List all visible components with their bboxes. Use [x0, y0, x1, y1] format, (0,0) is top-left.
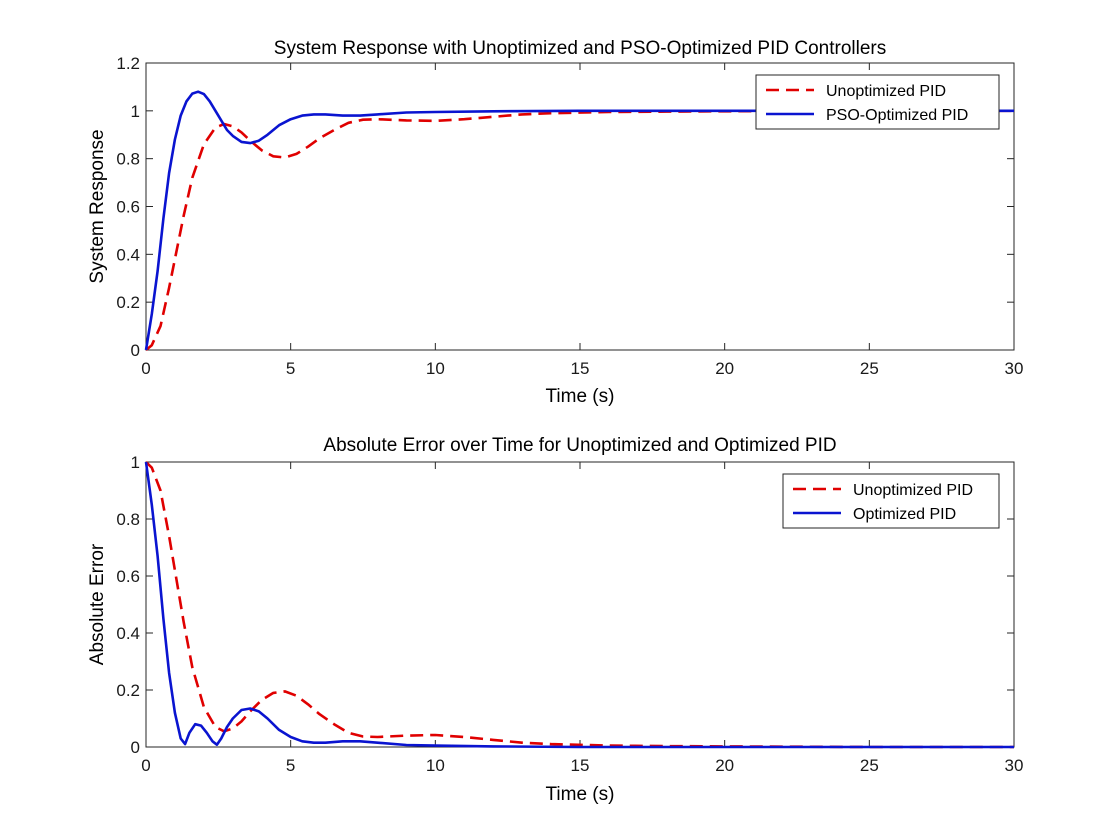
response-plot-series-optimized-line	[144, 90, 1014, 351]
error-plot-legend: Unoptimized PID Optimized PID	[782, 473, 1000, 529]
response-plot-xlabel: Time (s)	[546, 386, 615, 407]
response-plot-xtick-label: 10	[426, 359, 445, 378]
response-plot-xtick-label: 25	[860, 359, 879, 378]
error-plot-legend-label-optimized: Optimized PID	[853, 506, 956, 523]
error-plot: Absolute Error over Time for Unoptimized…	[87, 435, 1023, 805]
response-plot-series	[144, 90, 1014, 352]
response-plot: System Response with Unoptimized and PSO…	[87, 38, 1023, 407]
error-plot-ytick-label: 0.2	[116, 681, 140, 700]
error-plot-ytick-label: 0.6	[116, 567, 140, 586]
error-plot-xtick-label: 30	[1005, 756, 1024, 775]
error-plot-legend-label-unoptimized: Unoptimized PID	[853, 482, 973, 499]
error-plot-xlabel: Time (s)	[546, 784, 615, 805]
error-plot-ylabel: Absolute Error	[87, 543, 108, 665]
response-plot-ytick-label: 0.6	[116, 198, 140, 217]
error-plot-ytick-label: 0.4	[116, 624, 140, 643]
response-plot-legend-label-unoptimized: Unoptimized PID	[826, 83, 946, 100]
response-plot-xtick-label: 0	[141, 359, 150, 378]
error-plot-title: Absolute Error over Time for Unoptimized…	[323, 435, 836, 456]
response-plot-xtick-label: 15	[571, 359, 590, 378]
error-plot-series	[144, 461, 1014, 749]
response-plot-title: System Response with Unoptimized and PSO…	[274, 38, 886, 59]
error-plot-xtick-label: 20	[715, 756, 734, 775]
response-plot-ytick-label: 0	[131, 341, 140, 360]
response-plot-ytick-label: 1.2	[116, 54, 140, 73]
response-plot-ylabel: System Response	[87, 129, 108, 283]
response-plot-legend-box	[755, 74, 1000, 130]
error-plot-ytick-label: 0.8	[116, 510, 140, 529]
response-plot-ytick-label: 0.4	[116, 245, 140, 264]
error-plot-xtick-label: 0	[141, 756, 150, 775]
error-plot-ytick-label: 0	[131, 738, 140, 757]
error-plot-xtick-label: 10	[426, 756, 445, 775]
error-plot-legend-box	[782, 473, 1000, 529]
response-plot-legend: Unoptimized PID PSO-Optimized PID	[755, 74, 1000, 130]
error-plot-xtick-label: 5	[286, 756, 295, 775]
response-plot-ticks: 0 5 10 15 20 25 30 0 0.2 0.4 0.6 0.8 1 1.2	[116, 54, 1023, 378]
error-plot-series-unoptimized-line	[145, 461, 1014, 749]
response-plot-legend-label-optimized: PSO-Optimized PID	[826, 107, 968, 124]
error-plot-series-optimized-line	[144, 461, 1014, 749]
response-plot-ytick-label: 0.2	[116, 293, 140, 312]
response-plot-xtick-label: 30	[1005, 359, 1024, 378]
response-plot-ytick-label: 1	[131, 102, 140, 121]
error-plot-ticks: 0 5 10 15 20 25 30 0 0.2 0.4 0.6 0.8 1	[116, 453, 1023, 775]
error-plot-xtick-label: 25	[860, 756, 879, 775]
response-plot-xtick-label: 5	[286, 359, 295, 378]
response-plot-xtick-label: 20	[715, 359, 734, 378]
response-plot-series-unoptimized-line	[145, 109, 1014, 352]
error-plot-xtick-label: 15	[571, 756, 590, 775]
response-plot-ytick-label: 0.8	[116, 150, 140, 169]
error-plot-ytick-label: 1	[131, 453, 140, 472]
